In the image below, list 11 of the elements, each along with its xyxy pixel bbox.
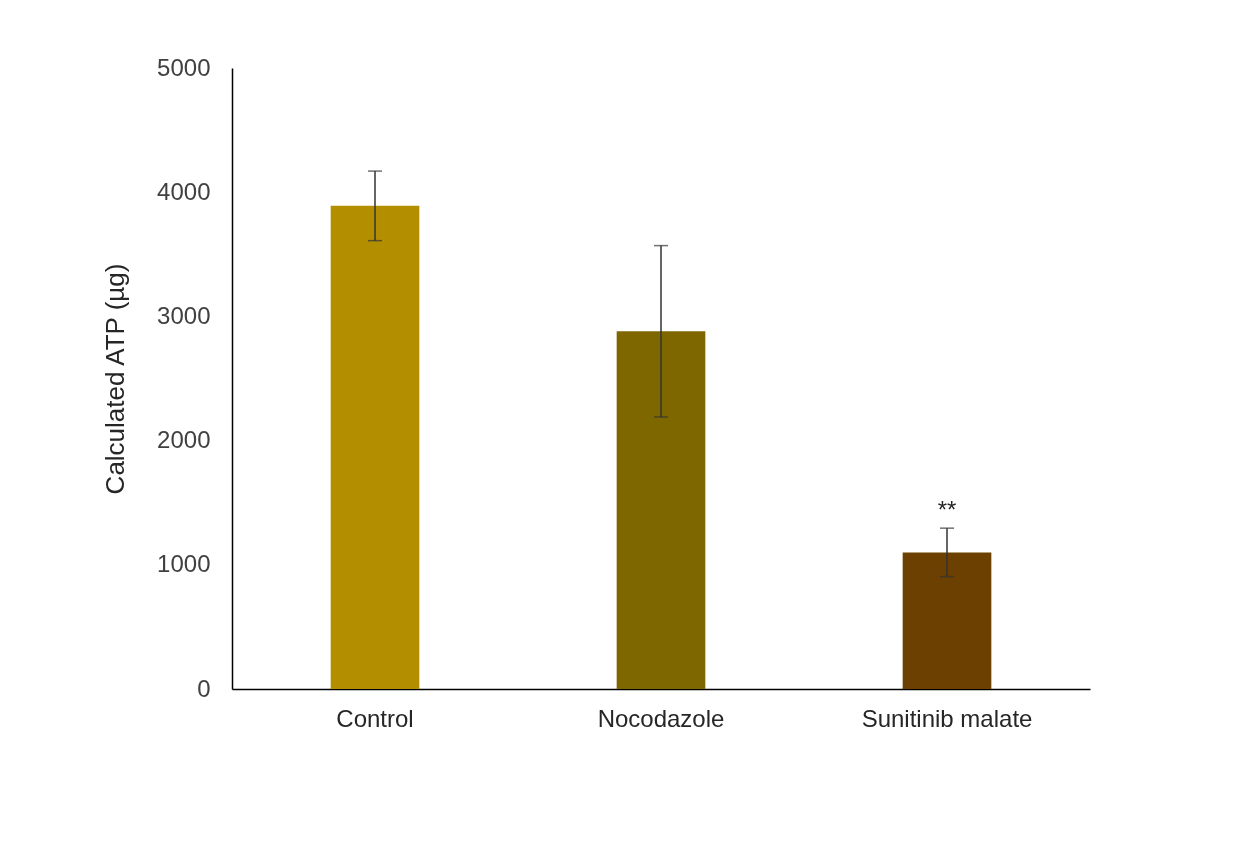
annotation: ** [937, 495, 957, 523]
y-tick-label: 5000 [157, 53, 211, 81]
y-axis-title: Calculated ATP (µg) [100, 263, 131, 495]
y-tick-label: 3000 [157, 301, 211, 329]
x-tick-label: Control [336, 704, 414, 732]
x-tick-label: Sunitinib malate [861, 704, 1033, 732]
y-tick-label: 1000 [157, 550, 211, 578]
x-tick-label: Nocodazole [597, 704, 725, 732]
y-tick-label: 4000 [157, 177, 211, 205]
y-tick-label: 2000 [157, 426, 211, 454]
y-tick-label: 0 [197, 674, 211, 702]
